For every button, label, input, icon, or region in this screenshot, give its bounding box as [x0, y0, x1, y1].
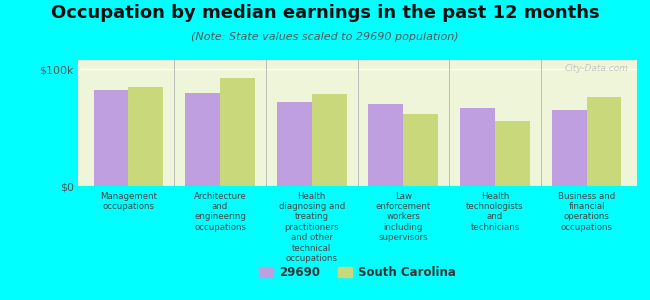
Bar	[220, 77, 255, 186]
Text: (Note: State values scaled to 29690 population): (Note: State values scaled to 29690 popu…	[191, 32, 459, 41]
Bar	[495, 121, 530, 186]
Bar	[460, 108, 495, 186]
Text: City-Data.com: City-Data.com	[565, 64, 629, 73]
Text: Occupation by median earnings in the past 12 months: Occupation by median earnings in the pas…	[51, 4, 599, 22]
Bar	[277, 102, 312, 186]
Bar	[369, 104, 403, 186]
Bar	[129, 87, 163, 186]
Legend: 29690, South Carolina: 29690, South Carolina	[254, 261, 461, 284]
Bar	[552, 110, 586, 186]
Bar	[185, 93, 220, 186]
Bar	[403, 114, 438, 186]
Bar	[312, 94, 346, 186]
Bar	[94, 90, 129, 186]
Bar	[586, 97, 621, 186]
